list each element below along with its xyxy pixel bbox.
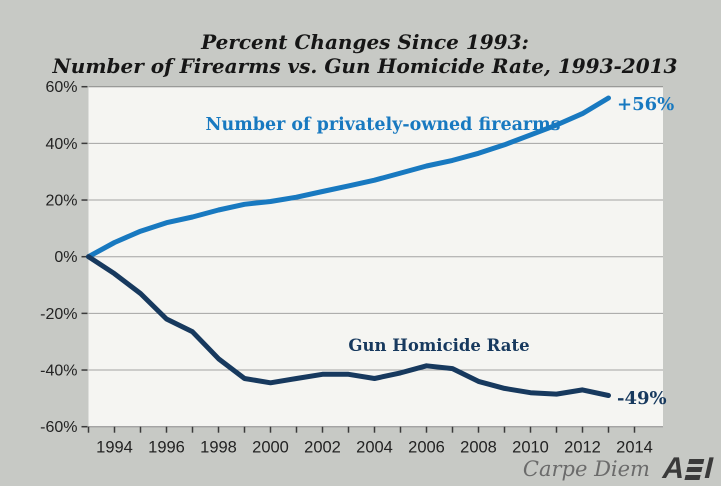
homicide-end-value-label: -49% (617, 388, 667, 409)
firearms-line (86, 95, 611, 260)
x-tick-label: 1994 (96, 439, 133, 457)
y-tick-label: 40% (45, 136, 77, 153)
x-tick-label: 2000 (252, 439, 289, 457)
x-tick-label: 1998 (200, 439, 237, 457)
aei-logo-e-bars-icon (684, 458, 705, 480)
x-tick-label: 2002 (304, 439, 341, 457)
x-tick-label: 2006 (408, 439, 445, 457)
carpe-diem-watermark: Carpe Diem (522, 457, 650, 481)
chart-title-line1: Percent Changes Since 1993: (201, 30, 529, 54)
x-tick-label: 2014 (616, 439, 653, 457)
x-tick-label: 2010 (512, 439, 549, 457)
footer: Carpe Diem A I (522, 452, 716, 485)
chart-title: Percent Changes Since 1993: Number of Fi… (15, 30, 715, 78)
aei-logo-letter-a: A (659, 452, 688, 485)
homicide-line (86, 254, 611, 398)
aei-logo: A I (659, 452, 716, 485)
y-tick-label: 60% (45, 79, 77, 96)
y-tick-label: -40% (40, 363, 77, 380)
x-tick-label: 2012 (564, 439, 601, 457)
chart-title-line2: Number of Firearms vs. Gun Homicide Rate… (52, 54, 678, 78)
homicide-series-label: Gun Homicide Rate (348, 336, 529, 355)
firearms-series-label: Number of privately-owned firearms (205, 115, 560, 135)
x-tick-label: 2008 (460, 439, 497, 457)
x-tick-label: 1996 (148, 439, 185, 457)
x-tick-label: 2004 (356, 439, 393, 457)
y-tick-label: 0% (54, 249, 77, 266)
y-tick-label: -60% (40, 419, 77, 436)
y-tick-label: 20% (45, 193, 77, 210)
y-tick-label: -20% (40, 306, 77, 323)
firearms-end-value-label: +56% (617, 94, 674, 115)
